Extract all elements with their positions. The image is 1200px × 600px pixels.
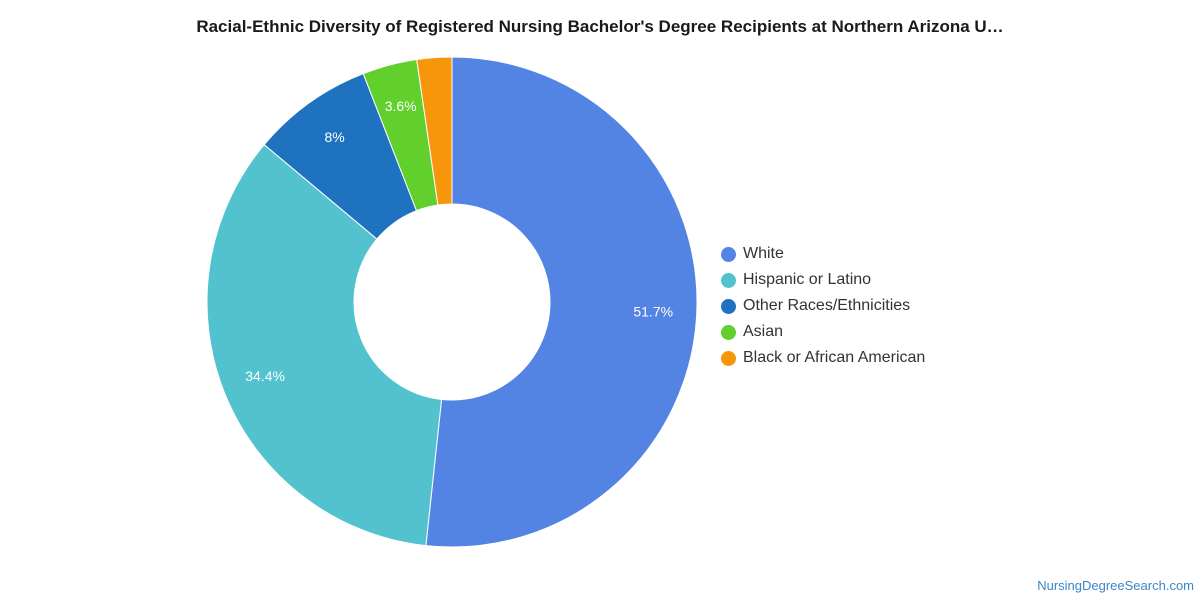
- legend-swatch: [721, 246, 736, 262]
- slice-value-label: 3.6%: [385, 98, 417, 114]
- donut-slices: [206, 56, 698, 548]
- slice-value-label: 8%: [324, 129, 344, 145]
- chart-legend: White Hispanic or Latino Other Races/Ethni…: [721, 241, 925, 371]
- legend-label: White: [743, 245, 784, 262]
- chart-title: Racial-Ethnic Diversity of Registered Nu…: [196, 17, 1004, 36]
- source-watermark[interactable]: NursingDegreeSearch.com: [1037, 578, 1194, 593]
- legend-label: Black or African American: [743, 349, 926, 366]
- donut-slice-labels: 51.7% 34.4% 8% 3.6%: [245, 98, 673, 384]
- legend-label: Asian: [743, 323, 784, 340]
- legend-item[interactable]: Black or African American: [721, 345, 925, 371]
- donut-slice-white[interactable]: [425, 56, 698, 548]
- legend-item[interactable]: White: [721, 241, 925, 267]
- legend-label: Other Races/Ethnicities: [743, 297, 911, 314]
- slice-value-label: 51.7%: [633, 303, 673, 319]
- legend-swatch: [721, 272, 736, 288]
- legend-swatch: [721, 298, 736, 314]
- legend-item[interactable]: Hispanic or Latino: [721, 267, 925, 293]
- slice-value-label: 34.4%: [245, 368, 285, 384]
- donut-slice-black-or-african-american[interactable]: [416, 56, 453, 206]
- legend-item[interactable]: Other Races/Ethnicities: [721, 293, 925, 319]
- legend-label: Hispanic or Latino: [743, 271, 872, 288]
- legend-swatch: [721, 350, 736, 366]
- legend-swatch: [721, 324, 736, 340]
- donut-slice-hispanic-or-latino[interactable]: [206, 143, 443, 547]
- legend-item[interactable]: Asian: [721, 319, 925, 345]
